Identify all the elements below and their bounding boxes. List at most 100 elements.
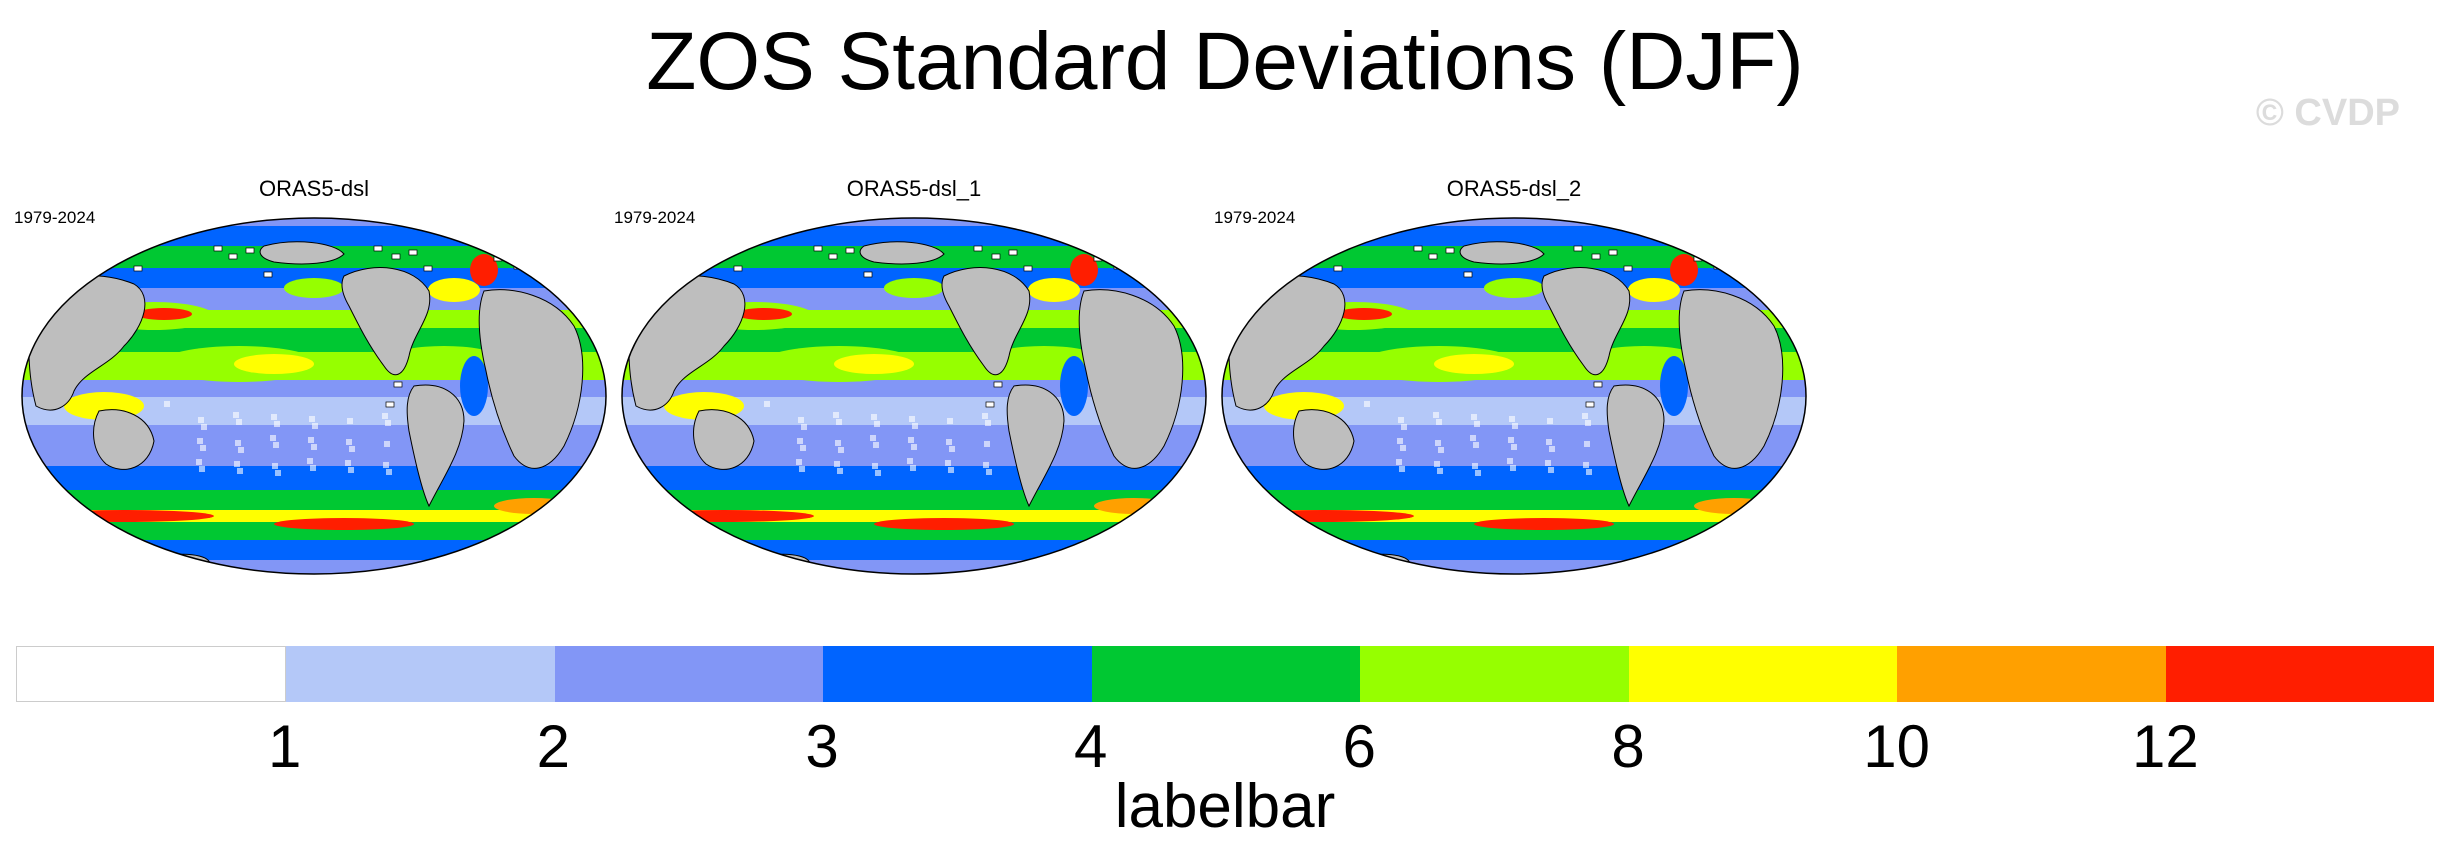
island <box>133 265 143 272</box>
field-patch <box>1758 234 1790 250</box>
field-patch <box>884 278 944 298</box>
field-speckle <box>236 419 242 425</box>
land-mass <box>93 409 155 470</box>
island <box>533 257 543 264</box>
colorbar-swatch <box>286 646 555 702</box>
island <box>845 247 855 254</box>
colorbar <box>16 646 2434 702</box>
field-speckle <box>946 439 952 445</box>
island <box>1623 265 1633 272</box>
field-speckle <box>1470 435 1476 441</box>
field-speckle <box>836 419 842 425</box>
field-band <box>1222 522 1806 542</box>
island <box>213 245 223 252</box>
field-speckle <box>386 469 392 475</box>
field-speckle <box>1582 413 1588 419</box>
field-speckle <box>1364 401 1370 407</box>
field-speckle <box>912 423 918 429</box>
field-speckle <box>1547 418 1553 424</box>
field-speckle <box>986 469 992 475</box>
field-speckle <box>1436 419 1442 425</box>
field-band <box>622 540 1206 560</box>
panel-title: ORAS5-dsl <box>258 176 370 201</box>
field-speckle <box>911 444 917 450</box>
land-mass <box>1243 253 1261 267</box>
field-speckle <box>271 414 277 420</box>
field-speckle <box>199 466 205 472</box>
panel-title: ORAS5-dsl_1 <box>846 176 982 201</box>
island <box>391 253 401 260</box>
colorbar-swatch <box>2165 646 2434 702</box>
field-speckle <box>308 437 314 443</box>
field-speckle <box>197 438 203 444</box>
field-speckle <box>875 470 881 476</box>
island <box>373 245 383 252</box>
field-speckle <box>983 462 989 468</box>
field-patch <box>274 518 414 530</box>
field-speckle <box>1474 421 1480 427</box>
land-mass <box>1006 384 1065 508</box>
island <box>828 253 838 260</box>
field-speckle <box>345 460 351 466</box>
island <box>991 253 1001 260</box>
map-outline <box>621 217 1207 575</box>
field-patch <box>634 510 814 522</box>
field-speckle <box>1507 458 1513 464</box>
colorbar-tick-label: 4 <box>1073 713 1108 780</box>
field-speckle <box>200 445 206 451</box>
field-patch <box>834 354 914 374</box>
island <box>385 401 395 408</box>
field-patch <box>558 234 590 250</box>
field-speckle <box>1584 441 1590 447</box>
island <box>408 249 418 256</box>
field-speckle <box>835 440 841 446</box>
colorbar-tick-label: 8 <box>1611 713 1645 780</box>
field-speckle <box>947 418 953 424</box>
land-mass <box>1678 289 1784 469</box>
field-speckle <box>1510 465 1516 471</box>
data-field <box>622 218 1206 574</box>
field-patch <box>428 278 480 302</box>
land-mass <box>941 267 1031 376</box>
colorbar-tick-label: 6 <box>1342 713 1377 780</box>
island <box>1428 253 1438 260</box>
field-speckle <box>948 467 954 473</box>
field-patch <box>1028 278 1080 302</box>
island <box>245 247 255 254</box>
colorbar-tick-label: 3 <box>805 713 839 780</box>
field-speckle <box>347 418 353 424</box>
field-speckle <box>874 421 880 427</box>
land-mass <box>1606 384 1665 508</box>
island <box>1023 265 1033 272</box>
island <box>1733 257 1743 264</box>
field-speckle <box>385 420 391 426</box>
island <box>1333 265 1343 272</box>
island <box>1008 249 1018 256</box>
field-patch <box>470 254 498 286</box>
field-band <box>622 522 1206 542</box>
field-speckle <box>233 412 239 418</box>
colorbar-tick-label: 12 <box>2131 713 2199 780</box>
field-speckle <box>312 423 318 429</box>
field-speckle <box>834 461 840 467</box>
field-patch <box>1060 356 1088 416</box>
land-mass <box>1078 289 1184 469</box>
field-patch <box>494 498 574 514</box>
field-speckle <box>201 424 207 430</box>
field-patch <box>284 278 344 298</box>
field-speckle <box>1548 467 1554 473</box>
field-band <box>22 540 606 560</box>
colorbar-tick-label: 2 <box>536 713 571 780</box>
field-speckle <box>910 465 916 471</box>
island <box>228 253 238 260</box>
island <box>1445 247 1455 254</box>
field-speckle <box>801 424 807 430</box>
field-speckle <box>945 460 951 466</box>
map-panel-oras5-dsl: ORAS5-dsl 1979-2024 <box>14 176 614 576</box>
land-mass <box>406 384 465 508</box>
field-speckle <box>1545 460 1551 466</box>
colorbar-swatch <box>1091 646 1361 702</box>
field-patch <box>1434 354 1514 374</box>
field-patch <box>1660 356 1688 416</box>
colorbar-tick-label: 1 <box>267 713 302 780</box>
